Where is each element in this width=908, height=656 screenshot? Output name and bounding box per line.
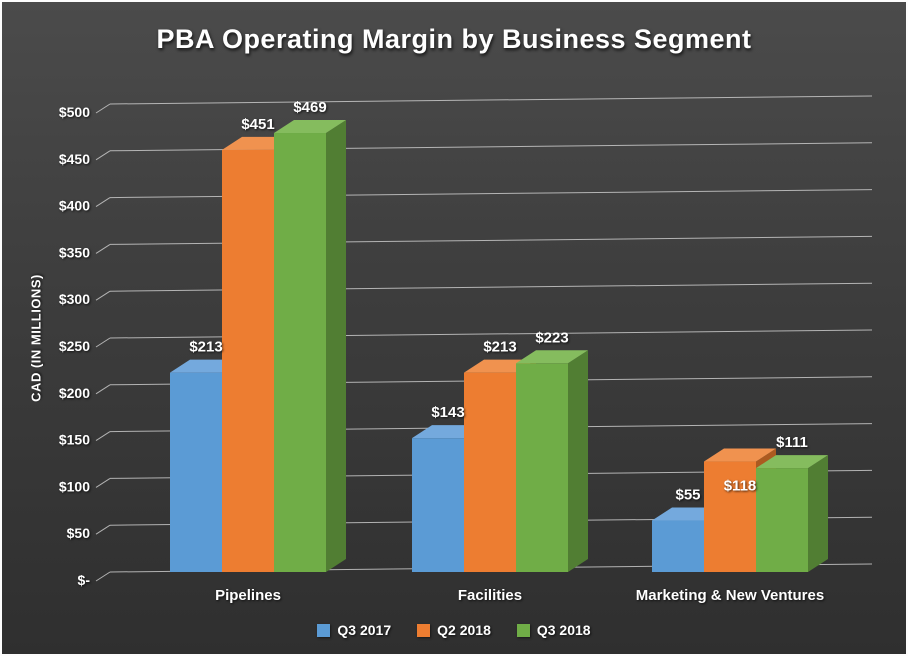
y-tick-label: $- [78,572,91,588]
data-label-q2-2018-marketing-new-ventures: $118 [724,478,757,495]
axis-tick [95,431,111,442]
gridline [109,95,873,105]
axis-tick [95,197,111,208]
bar-q3-2018-facilities [516,363,568,572]
data-label-q3-2017-marketing-new-ventures: $55 [675,487,700,504]
axis-tick [95,524,111,535]
bar-q2-2018-marketing-new-ventures [704,461,756,572]
y-tick-label: $250 [59,338,90,354]
axis-tick [95,243,111,254]
data-label-q3-2017-pipelines: $213 [189,339,222,356]
data-label-q2-2018-facilities: $213 [483,339,516,356]
y-tick-label: $450 [59,151,90,167]
bar-q3-2018-pipelines-top [274,120,346,134]
y-tick-label: $300 [59,291,90,307]
category-label-pipelines: Pipelines [215,587,281,604]
axis-tick [95,290,111,301]
axis-tick [95,477,111,488]
bar-q2-2018-facilities [464,372,516,572]
y-tick-label: $200 [59,385,90,401]
y-tick-label: $100 [59,478,90,494]
axis-tick [95,571,111,582]
y-tick-label: $500 [59,104,90,120]
legend-label-q3-2018: Q3 2018 [536,622,591,638]
legend-swatch-q3-2018 [516,623,530,637]
bar-q3-2018-facilities-side [568,350,588,572]
bar-q3-2018-marketing-new-ventures-top [756,455,828,469]
legend-item-q3-2017: Q3 2017 [317,622,391,638]
legend-item-q3-2018: Q3 2018 [516,622,591,638]
bar-q3-2017-pipelines [170,372,222,572]
axis-tick [95,337,111,348]
legend: Q3 2017 Q2 2018 Q3 2018 [2,622,906,638]
y-axis-title: CAD (IN MILLIONS) [28,274,44,402]
bar-q3-2017-facilities [412,438,464,572]
legend-swatch-q2-2018 [417,623,431,637]
axis-tick [95,103,111,114]
legend-label-q2-2018: Q2 2018 [437,622,491,638]
bar-q3-2018-marketing-new-ventures-side [808,455,828,572]
legend-label-q3-2017: Q3 2017 [337,622,392,638]
bar-q3-2018-pipelines-side [326,120,346,573]
bar-q3-2018-facilities-top [516,350,588,364]
bar-q3-2017-marketing-new-ventures [652,520,704,572]
bar-q2-2018-pipelines [222,149,274,572]
data-label-q2-2018-pipelines: $451 [241,116,274,133]
y-tick-label: $50 [67,525,91,541]
data-label-q3-2018-facilities: $223 [535,329,568,346]
bar-q3-2018-pipelines [274,133,326,573]
category-label-facilities: Facilities [458,587,522,604]
category-label-marketing-new-ventures: Marketing & New Ventures [636,587,824,604]
data-label-q3-2018-pipelines: $469 [293,99,326,116]
y-tick-label: $350 [59,244,90,260]
bar-q3-2018-marketing-new-ventures [756,468,808,572]
legend-item-q2-2018: Q2 2018 [417,622,491,638]
axis-tick [95,384,111,395]
data-label-q3-2018-marketing-new-ventures: $111 [776,434,808,451]
chart-title: PBA Operating Margin by Business Segment [156,24,752,54]
data-label-q3-2017-facilities: $143 [431,404,464,421]
axis-tick [95,150,111,161]
y-tick-label: $400 [59,198,90,214]
legend-swatch-q3-2017 [317,623,331,637]
y-tick-label: $150 [59,432,90,448]
bar-q2-2018-marketing-new-ventures-top [704,448,776,462]
